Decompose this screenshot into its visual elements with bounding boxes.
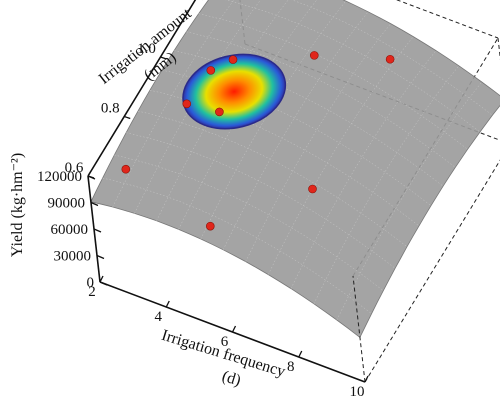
surface-gridline — [336, 81, 482, 321]
data-point — [215, 107, 224, 117]
surface-gridline — [178, 0, 318, 230]
z-tick-label: 60000 — [51, 222, 89, 238]
x-tick-label: 10 — [350, 384, 365, 400]
y-tick-label: 1.0 — [137, 41, 156, 57]
z-tick-label: 90000 — [48, 196, 86, 212]
x-tick — [231, 325, 237, 333]
observation-points — [121, 51, 395, 231]
box-edge-front-hidden — [352, 275, 366, 383]
z-tick — [87, 175, 96, 180]
y-tick — [124, 115, 131, 120]
surface-gridline — [186, 31, 456, 168]
surface-gridline — [198, 13, 468, 150]
z-tick-label: 120000 — [37, 169, 82, 185]
data-point — [206, 66, 216, 75]
y-tick — [160, 56, 167, 60]
data-point — [206, 221, 215, 231]
x-tick-label: 4 — [155, 309, 163, 325]
box-edge-front-hidden — [364, 159, 500, 383]
surface-gridline — [114, 154, 384, 291]
y-tick-label: 0.6 — [65, 160, 84, 176]
x-tick — [364, 375, 369, 383]
data-point — [182, 99, 192, 109]
data-point — [308, 184, 317, 194]
data-point — [309, 51, 319, 60]
axis-ticks: 2468100.60.81.01.21.40300006000090000120… — [37, 0, 369, 400]
z-tick — [90, 201, 99, 207]
surface-gridline — [102, 177, 372, 314]
x-tick — [165, 300, 170, 308]
z-tick — [93, 228, 102, 233]
x-tick-label: 2 — [88, 284, 96, 300]
data-point — [121, 164, 131, 174]
data-point — [228, 55, 238, 64]
surface-gridline — [245, 23, 391, 262]
surface-gridline — [200, 0, 346, 240]
surface-gridline — [268, 36, 414, 275]
z-tick-label: 30000 — [54, 249, 92, 265]
surface-gridline — [290, 50, 437, 289]
z-tick-label: 0 — [87, 275, 95, 291]
surface-gridline — [156, 0, 289, 221]
z-axis-title: Yield (kg·hm⁻²) — [9, 153, 26, 257]
x-tick-label: 8 — [287, 359, 295, 375]
z-tick — [99, 281, 108, 286]
surface-gridline — [222, 11, 369, 250]
z-tick — [96, 254, 105, 260]
surface-gridline — [161, 69, 432, 206]
data-point — [385, 54, 395, 64]
x-tick — [298, 350, 303, 358]
y-tick-label: 0.8 — [101, 101, 120, 117]
x-tick-label: 6 — [221, 334, 229, 350]
surface-gridline — [134, 0, 261, 214]
x-tick — [99, 275, 104, 283]
surface-gridline — [313, 65, 460, 304]
x-axis-title-line2: (d) — [220, 368, 243, 390]
surface-gridline — [112, 0, 235, 208]
